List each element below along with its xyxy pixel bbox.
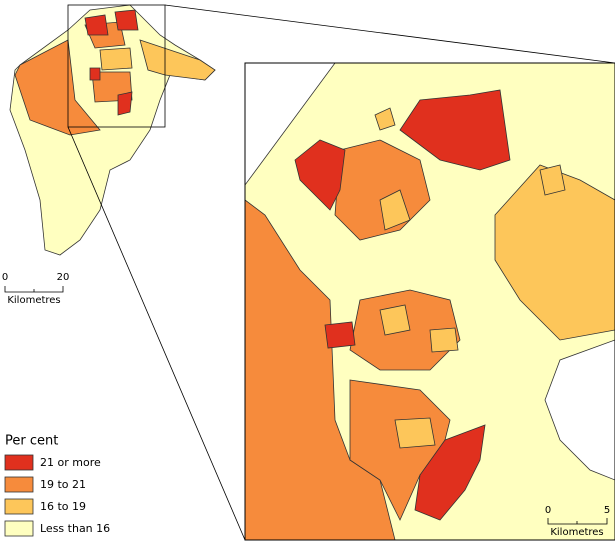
legend-swatch (4, 454, 34, 471)
district (89, 67, 101, 81)
district (294, 139, 346, 211)
legend-title: Per cent (5, 434, 58, 449)
legend-label: 19 to 21 (40, 478, 86, 491)
leader-line (164, 4, 615, 64)
inset-box (67, 4, 166, 128)
legend-swatch (4, 520, 34, 537)
legend-label: 21 or more (40, 456, 101, 469)
district (324, 321, 356, 349)
legend-swatch (4, 476, 34, 493)
district (399, 89, 511, 171)
overview-map (9, 4, 216, 256)
inset-map (245, 63, 615, 540)
legend: Per cent 21 or more 19 to 21 16 to 19 Less … (4, 434, 110, 537)
overview-scale-bar: 0 20 Kilometres (2, 272, 70, 306)
district (84, 14, 109, 36)
district (394, 417, 436, 449)
scale-label: 5 (604, 505, 610, 516)
legend-label: Less than 16 (40, 522, 110, 535)
outside-area (544, 339, 615, 481)
district (117, 91, 133, 116)
eastern-district (139, 39, 216, 81)
legend-swatch (4, 498, 34, 515)
district (539, 164, 566, 196)
scale-label: 20 (57, 272, 70, 283)
legend-label: 16 to 19 (40, 500, 86, 513)
leader-line (67, 126, 246, 541)
district (379, 189, 411, 231)
district (114, 9, 139, 31)
western-district (14, 39, 101, 136)
western-district (245, 199, 396, 540)
outside-area (245, 63, 336, 186)
scale-label: 0 (545, 505, 551, 516)
scale-unit: Kilometres (7, 295, 60, 306)
inset-scale-bar: 0 5 Kilometres (545, 505, 610, 538)
district (414, 424, 486, 521)
district (374, 107, 396, 131)
scale-bar (4, 286, 64, 293)
district (429, 327, 459, 353)
scale-bar (547, 518, 608, 525)
district (379, 304, 411, 336)
district (99, 47, 133, 71)
scale-label: 0 (2, 272, 8, 283)
inset-frame (244, 62, 615, 541)
scale-unit: Kilometres (550, 527, 603, 538)
